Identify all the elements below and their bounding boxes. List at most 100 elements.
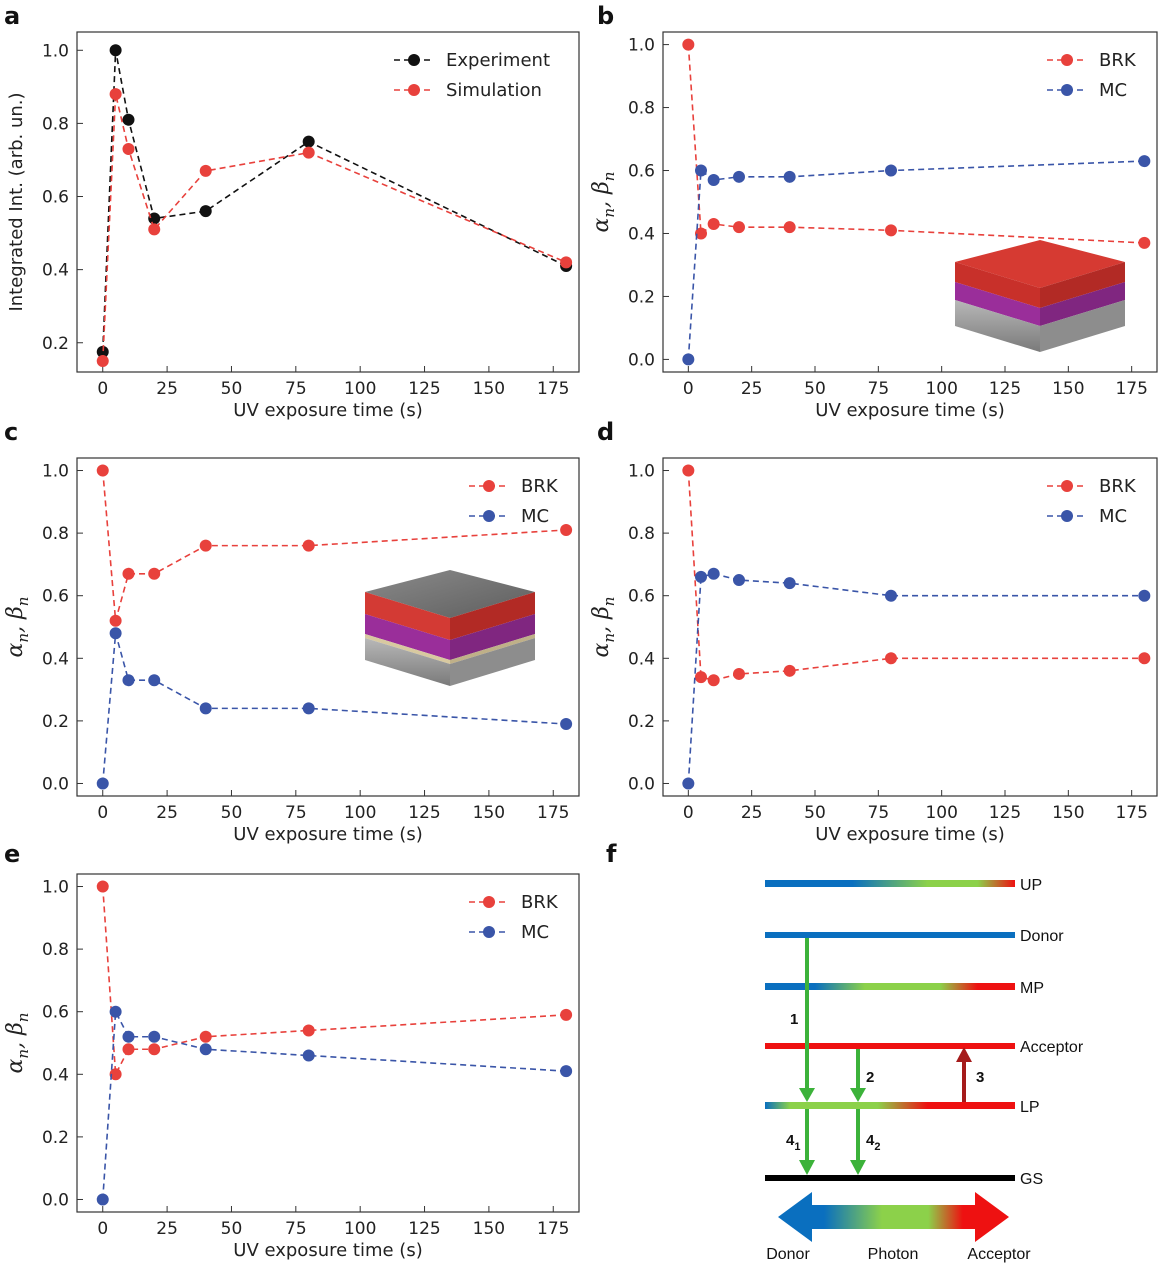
- series-line-e-mc: [101, 1008, 567, 1200]
- legend-label-b-0: BRK: [1099, 50, 1137, 71]
- data-point-d-mc-0: [682, 777, 695, 790]
- data-point-e-brk-1: [109, 1068, 122, 1081]
- data-point-b-brk-1: [695, 227, 707, 240]
- panel-letter-b: b: [597, 2, 614, 30]
- legend-label-e-1: MC: [521, 922, 549, 943]
- data-point-a-simulation-4: [199, 164, 212, 177]
- y-tick-label-b-2: 0.4: [628, 224, 655, 244]
- level-acceptor-bar: [765, 1043, 1015, 1049]
- data-point-d-mc-1: [695, 570, 707, 583]
- y-tick-label-d-3: 0.6: [628, 587, 655, 607]
- y-tick-label-a-4: 1.0: [42, 41, 69, 61]
- y-tick-label-e-5: 1.0: [42, 878, 69, 898]
- transition-4-2-label: 42: [866, 1132, 880, 1153]
- y-tick-label-d-2: 0.4: [628, 649, 655, 669]
- y-tick-label-a-3: 0.8: [42, 114, 69, 134]
- data-point-c-mc-0: [96, 777, 109, 790]
- data-point-e-mc-1: [109, 1005, 122, 1018]
- level-up-label: UP: [1020, 877, 1042, 894]
- data-point-d-brk-1: [695, 671, 707, 684]
- data-point-d-mc-5: [885, 589, 897, 602]
- series-line-b-brk: [687, 44, 1145, 244]
- data-point-d-brk-2: [707, 674, 720, 687]
- x-axis-title-e: UV exposure time (s): [233, 1240, 422, 1261]
- panel-letter-d: d: [597, 418, 614, 446]
- x-tick-label-d-4: 100: [925, 803, 957, 823]
- data-point-c-brk-3: [148, 567, 161, 580]
- legend-label-a-1: Simulation: [446, 80, 542, 101]
- legend-label-d-0: BRK: [1099, 476, 1137, 497]
- energy-level-diagram: UP Donor MP Acceptor LP GS 1 2 3: [765, 877, 1084, 1263]
- x-tick-label-e-5: 125: [408, 1219, 440, 1239]
- panel-letter-a: a: [4, 2, 20, 30]
- y-tick-label-a-1: 0.4: [42, 261, 69, 281]
- legend-label-b-1: MC: [1099, 80, 1127, 101]
- x-tick-label-c-3: 75: [285, 803, 307, 823]
- data-point-b-mc-3: [733, 170, 745, 183]
- x-tick-label-c-5: 125: [408, 803, 440, 823]
- plot-frame-b: [662, 31, 1158, 373]
- data-point-d-brk-3: [733, 667, 745, 680]
- y-axis-title-c: αn, βn: [3, 597, 32, 658]
- data-point-e-mc-4: [199, 1043, 212, 1056]
- x-tick-label-d-1: 25: [741, 803, 763, 823]
- transition-2-label: 2: [866, 1069, 874, 1086]
- data-point-e-mc-0: [96, 1193, 109, 1206]
- data-point-a-simulation-2: [122, 142, 135, 155]
- data-point-a-simulation-0: [96, 355, 109, 368]
- transition-4-2-arrow: [850, 1109, 866, 1175]
- x-tick-label-a-6: 150: [473, 379, 505, 399]
- level-mp-bar: [765, 983, 1015, 990]
- legend-label-c-1: MC: [521, 506, 549, 527]
- data-point-c-mc-6: [560, 718, 573, 731]
- legend-marker-b-1: [1061, 84, 1073, 96]
- energy-spectrum-double-arrow: [778, 1192, 1009, 1242]
- x-tick-label-a-4: 100: [344, 379, 376, 399]
- x-tick-label-e-1: 25: [156, 1219, 178, 1239]
- y-tick-label-c-0: 0.0: [42, 774, 69, 794]
- data-point-e-brk-4: [199, 1030, 212, 1043]
- inset-layer-stack-b: [955, 240, 1125, 352]
- data-point-b-mc-4: [783, 170, 796, 183]
- x-tick-label-e-3: 75: [285, 1219, 307, 1239]
- y-tick-label-c-1: 0.2: [42, 712, 69, 732]
- x-tick-label-c-6: 150: [473, 803, 505, 823]
- data-point-d-brk-4: [783, 664, 796, 677]
- x-axis-title-c: UV exposure time (s): [233, 824, 422, 845]
- x-tick-label-e-2: 50: [221, 1219, 243, 1239]
- series-line-d-mc: [687, 572, 1145, 784]
- x-axis-title-d: UV exposure time (s): [815, 824, 1004, 845]
- data-point-e-mc-3: [148, 1030, 161, 1043]
- chart-panel-c: 0 25 50 75 100 125 150 175 0.0 0.2 0.4 0.6 0.8 1.0 UV …: [3, 457, 580, 845]
- data-point-b-brk-2: [707, 218, 720, 231]
- data-point-d-mc-4: [783, 577, 796, 590]
- legend-marker-b-0: [1061, 54, 1073, 66]
- x-axis-title-b: UV exposure time (s): [815, 400, 1004, 421]
- data-point-b-mc-2: [707, 173, 720, 186]
- chart-panel-d: 0 25 50 75 100 125 150 175 0.0 0.2 0.4 0.6 0.8 1.0 UV …: [589, 457, 1158, 845]
- data-point-c-mc-5: [302, 702, 315, 715]
- data-point-e-brk-0: [96, 880, 109, 893]
- x-tick-label-d-5: 125: [989, 803, 1021, 823]
- data-point-c-mc-1: [109, 627, 122, 640]
- legend-marker-c-0: [483, 480, 495, 492]
- series-line-e-brk: [101, 886, 567, 1078]
- data-point-b-brk-6: [1138, 236, 1151, 249]
- data-point-c-brk-6: [560, 523, 573, 536]
- transition-1-arrow: [799, 938, 815, 1102]
- level-donor-label: Donor: [1020, 928, 1064, 945]
- x-tick-label-b-0: 0: [683, 379, 694, 399]
- level-up-bar: [765, 880, 1015, 887]
- data-point-a-experiment-2: [122, 113, 135, 126]
- x-tick-label-c-0: 0: [97, 803, 108, 823]
- y-axis-title-e: αn, βn: [3, 1013, 32, 1074]
- x-tick-label-a-0: 0: [97, 379, 108, 399]
- legend-marker-c-1: [483, 510, 495, 522]
- x-tick-label-b-7: 175: [1115, 379, 1147, 399]
- legend-label-e-0: BRK: [521, 892, 559, 913]
- y-tick-label-b-0: 0.0: [628, 350, 655, 370]
- plot-frame-e: [76, 873, 580, 1213]
- x-tick-label-d-7: 175: [1115, 803, 1147, 823]
- spectrum-label-acceptor: Acceptor: [967, 1246, 1031, 1263]
- y-tick-label-b-1: 0.2: [628, 287, 655, 307]
